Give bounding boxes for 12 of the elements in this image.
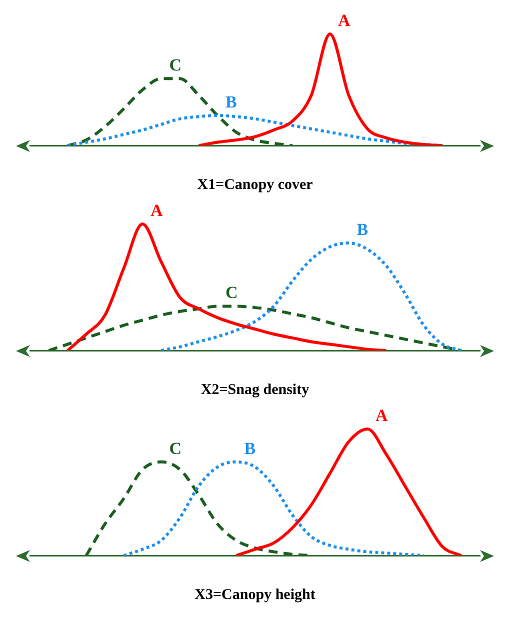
series-label: B: [226, 92, 237, 112]
series-label: C: [169, 438, 182, 458]
series-label: C: [226, 283, 238, 302]
series-label: A: [376, 406, 388, 425]
x-axis-title: X3=Canopy height: [194, 586, 316, 603]
series-label: A: [150, 200, 164, 220]
series-label: B: [244, 438, 256, 458]
series-label: B: [356, 220, 368, 239]
x-axis-title: X1=Canopy cover: [197, 176, 314, 193]
series-label: A: [338, 10, 351, 30]
x-axis-title: X2=Snag density: [200, 382, 310, 398]
series-label: C: [169, 56, 182, 75]
